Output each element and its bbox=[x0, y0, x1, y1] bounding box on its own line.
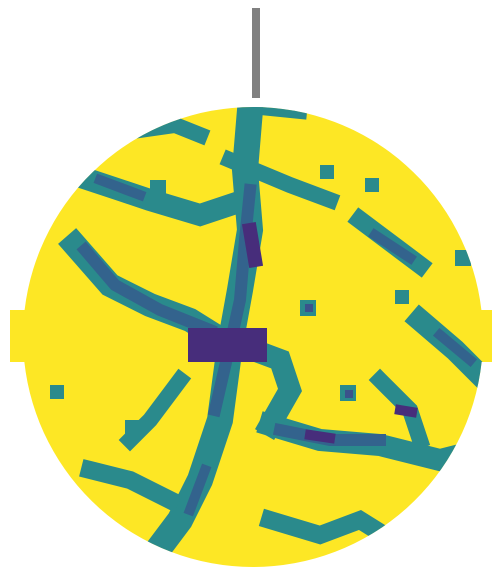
inner-contours bbox=[76, 173, 478, 517]
core-region bbox=[188, 221, 418, 444]
isolated-spots bbox=[50, 165, 471, 506]
heat-field bbox=[10, 107, 492, 567]
nose-marker bbox=[252, 8, 260, 98]
